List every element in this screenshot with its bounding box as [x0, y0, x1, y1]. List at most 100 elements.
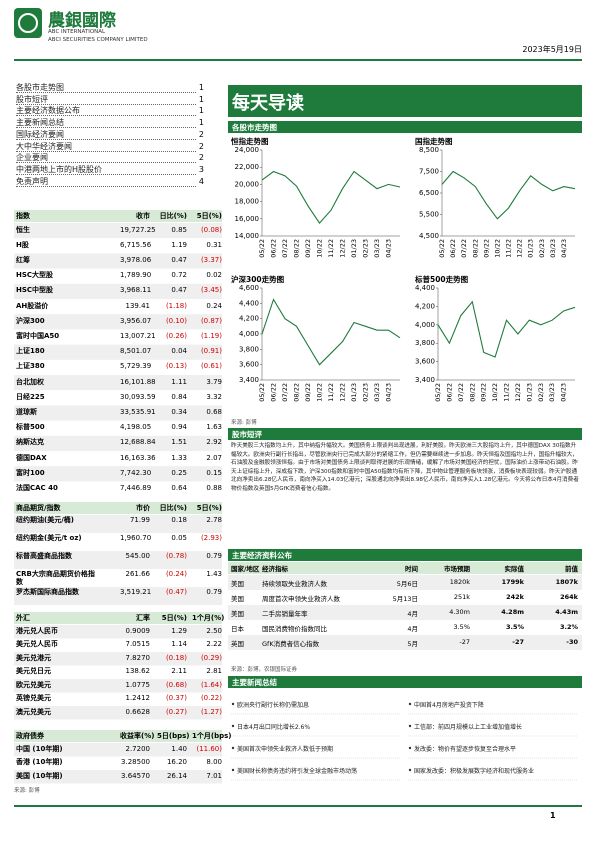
cell: 2.81: [206, 667, 222, 676]
row-label: 英镑兑美元: [16, 694, 51, 703]
column-header: 指数: [16, 212, 30, 220]
x-tick-label: 03/23: [549, 239, 557, 258]
cell: 0.47: [171, 286, 187, 295]
cell: 0.9009: [125, 626, 151, 635]
column-header: 经济指标: [262, 565, 288, 573]
row-label: 沪深300: [16, 316, 45, 325]
row-bg: [228, 575, 582, 590]
section-header-bg: [228, 121, 582, 133]
section-header: 股市短评: [232, 430, 262, 440]
page-number: 1: [550, 811, 556, 820]
column-header: 1个月(%): [192, 614, 225, 622]
x-tick-label: 01/23: [527, 239, 535, 258]
y-tick-label: 24,000: [235, 146, 260, 154]
y-tick-label: 20,000: [235, 180, 260, 188]
x-tick-label: 10/22: [316, 383, 324, 402]
x-tick-label: 06/22: [449, 239, 457, 258]
cell: 0.47: [171, 256, 187, 264]
chart-title: 国指走势图: [415, 137, 453, 146]
row-label: 恒生: [16, 225, 30, 234]
cell: 1.40: [171, 744, 187, 753]
cell: 2.7200: [125, 744, 151, 753]
source: 来源: 彭博: [231, 420, 257, 426]
x-tick-label: 05/22: [258, 239, 266, 258]
cell: 2.22: [206, 640, 222, 649]
column-header: 外汇: [16, 614, 30, 622]
cell: 3.64570: [121, 771, 150, 780]
cell: (3.45): [200, 286, 222, 295]
row-label: HSC大型股: [16, 271, 54, 280]
cell: 264k: [560, 593, 578, 601]
x-tick-label: 06/22: [445, 383, 453, 402]
chart-title: 沪深300走势图: [231, 275, 285, 284]
x-tick-label: 10/22: [493, 239, 501, 258]
y-tick-label: 3,600: [239, 361, 259, 369]
bullet: [408, 724, 412, 728]
bullet: [408, 746, 412, 750]
cell: 1.51: [171, 438, 187, 447]
toc-entry: 免责声明: [16, 177, 196, 187]
price-line: [441, 170, 576, 220]
row-bg: [14, 679, 222, 693]
cell: 国民消费物价指数同比: [262, 625, 327, 633]
x-tick-label: 10/22: [316, 239, 324, 258]
cell: 16,163.36: [120, 453, 156, 462]
cell: 1807k: [555, 578, 578, 586]
cell: 0.84: [171, 392, 187, 401]
bullet: [231, 702, 235, 706]
cell: (1.64): [200, 680, 222, 689]
column-header: 收益率(%): [120, 732, 155, 740]
row-label: AH股溢价: [16, 301, 49, 310]
cell: 33,535.91: [120, 408, 156, 416]
row-bg: [14, 223, 222, 239]
y-tick-label: 18,000: [235, 198, 260, 206]
row-bg: [14, 466, 222, 482]
cell: 0.04: [171, 347, 187, 356]
cell: 3.32: [206, 392, 222, 401]
row-label: 德国DAX: [16, 453, 47, 462]
x-tick-label: 07/22: [460, 239, 468, 258]
price-line: [437, 300, 576, 358]
cell: 138.62: [125, 667, 151, 676]
y-tick-label: 3,400: [415, 376, 435, 384]
column-header: 商品期货/指数: [16, 504, 61, 512]
cell: (0.37): [165, 694, 187, 703]
y-tick-label: 7,500: [419, 168, 439, 176]
y-tick-label: 4,200: [415, 302, 435, 310]
cell: 0.79: [206, 552, 222, 560]
toc-page: 1: [198, 94, 204, 104]
toc-entry: 各股市走势图: [16, 83, 196, 93]
x-tick-label: 03/23: [548, 383, 556, 402]
cell: 二手房销量年率: [262, 610, 308, 618]
news-item: 国家发改委：积极发展数字经济和现代服务业: [414, 768, 535, 775]
row-label: 富时中国A50: [16, 332, 60, 340]
section-header: 主要新闻总结: [232, 678, 277, 688]
x-tick-label: 09/22: [482, 239, 490, 258]
column-header: 汇率: [136, 614, 150, 622]
x-tick-label: 04/23: [385, 239, 393, 258]
y-tick-label: 6,500: [419, 189, 439, 197]
row-label: 美国 (10年期): [16, 771, 63, 780]
cell: (0.68): [165, 680, 187, 689]
cell: 日本: [231, 625, 244, 633]
row-bg: [14, 253, 222, 269]
cell: (0.08): [200, 225, 222, 234]
row-label: CRB大宗商品期货价格指数: [16, 570, 95, 586]
x-tick-label: 12/22: [339, 383, 347, 402]
y-tick-label: 4,000: [415, 321, 435, 329]
cell: 3.5%: [505, 623, 524, 631]
column-header: 政府债券: [16, 732, 44, 740]
cell: 3.2%: [559, 623, 578, 631]
x-tick-label: 12/22: [339, 239, 347, 258]
row-bg: [228, 605, 582, 620]
cell: 2.92: [206, 438, 222, 447]
y-tick-label: 22,000: [235, 163, 260, 171]
cell: 0.88: [206, 484, 222, 492]
cell: 1.63: [206, 423, 222, 432]
cell: 1.19: [171, 240, 187, 249]
news-item: 日本4月出口同比增长2.6%: [237, 724, 311, 731]
chart-title: 标普500走势图: [415, 275, 469, 284]
cell: 0.68: [206, 408, 222, 416]
cell: (0.29): [200, 653, 222, 662]
